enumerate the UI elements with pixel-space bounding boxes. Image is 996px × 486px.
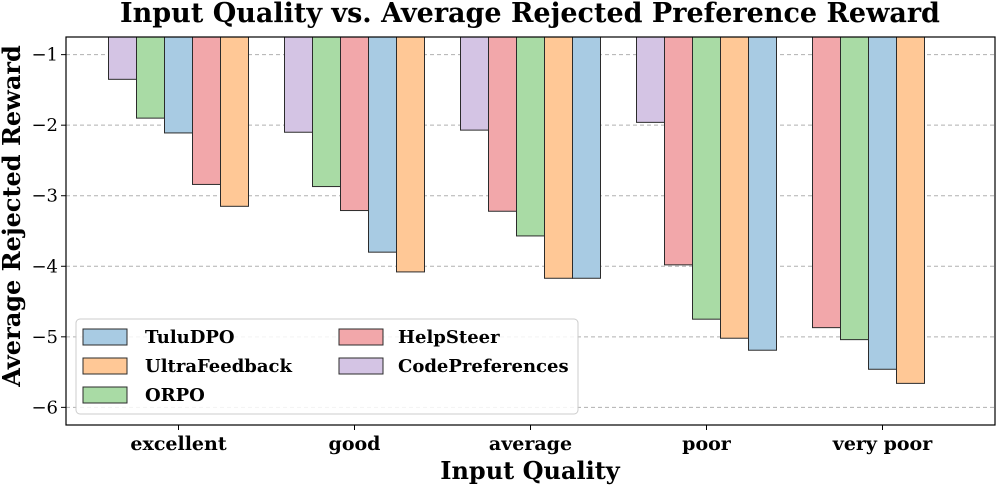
bar-poor-tuludpo (748, 36, 777, 351)
bar-good-helpsteer (340, 36, 369, 212)
bar-good-codepreferences (284, 36, 313, 133)
axes: −1 −2 −3 −4 −5 −6 excellent good average poor very… (31, 45, 933, 455)
bar-average-codepreferences (460, 36, 489, 131)
bar-excellent-ultrafeedback (220, 36, 249, 207)
x-tick-label: very poor (832, 433, 933, 455)
x-tick-label: poor (682, 433, 732, 455)
y-tick-label: −2 (31, 115, 58, 136)
bar-excellent-tuludpo (164, 36, 193, 134)
legend: TuluDPO UltraFeedback ORPO HelpSteer CodePre… (75, 318, 579, 415)
legend-label-tuludpo: TuluDPO (145, 327, 235, 348)
bar-very-poor-ultrafeedback (896, 36, 925, 384)
x-tick-label: excellent (130, 433, 226, 455)
bar-excellent-helpsteer (192, 36, 221, 185)
bars (108, 36, 925, 384)
legend-swatch-tuludpo (82, 328, 128, 346)
bar-very-poor-helpsteer (812, 36, 841, 329)
bar-poor-orpo (692, 36, 721, 320)
bar-good-tuludpo (368, 36, 397, 253)
legend-label-helpsteer: HelpSteer (398, 327, 500, 348)
y-tick-label: −4 (31, 256, 58, 277)
bar-poor-helpsteer (664, 36, 693, 266)
bar-poor-codepreferences (636, 36, 665, 123)
bar-average-ultrafeedback (544, 36, 573, 279)
legend-label-orpo: ORPO (145, 385, 205, 406)
legend-swatch-helpsteer (338, 328, 384, 346)
legend-swatch-ultrafeedback (82, 357, 128, 375)
legend-label-ultrafeedback: UltraFeedback (145, 356, 292, 377)
legend-swatch-codepreferences (338, 357, 384, 375)
bar-excellent-codepreferences (108, 36, 137, 80)
bar-average-orpo (516, 36, 545, 237)
legend-swatch-orpo (82, 386, 128, 404)
chart-title: Input Quality vs. Average Rejected Prefe… (120, 0, 940, 29)
y-tick-label: −1 (31, 45, 58, 66)
y-axis-label: Average Rejected Reward (0, 45, 26, 388)
bar-very-poor-tuludpo (868, 36, 897, 370)
bar-poor-ultrafeedback (720, 36, 749, 339)
legend-box (75, 318, 579, 415)
bar-good-ultrafeedback (396, 36, 425, 273)
y-tick-label: −5 (31, 327, 58, 348)
y-tick-label: −3 (31, 186, 58, 207)
x-tick-label: good (329, 433, 381, 455)
y-tick-label: −6 (31, 397, 58, 418)
bar-very-poor-orpo (840, 36, 869, 341)
x-axis-label: Input Quality (440, 456, 621, 485)
x-tick-label: average (489, 433, 572, 455)
bar-good-orpo (312, 36, 341, 188)
bar-average-helpsteer (488, 36, 517, 212)
bar-excellent-orpo (136, 36, 165, 119)
legend-label-codepreferences: CodePreferences (398, 356, 569, 377)
bar-average-tuludpo (572, 36, 601, 279)
